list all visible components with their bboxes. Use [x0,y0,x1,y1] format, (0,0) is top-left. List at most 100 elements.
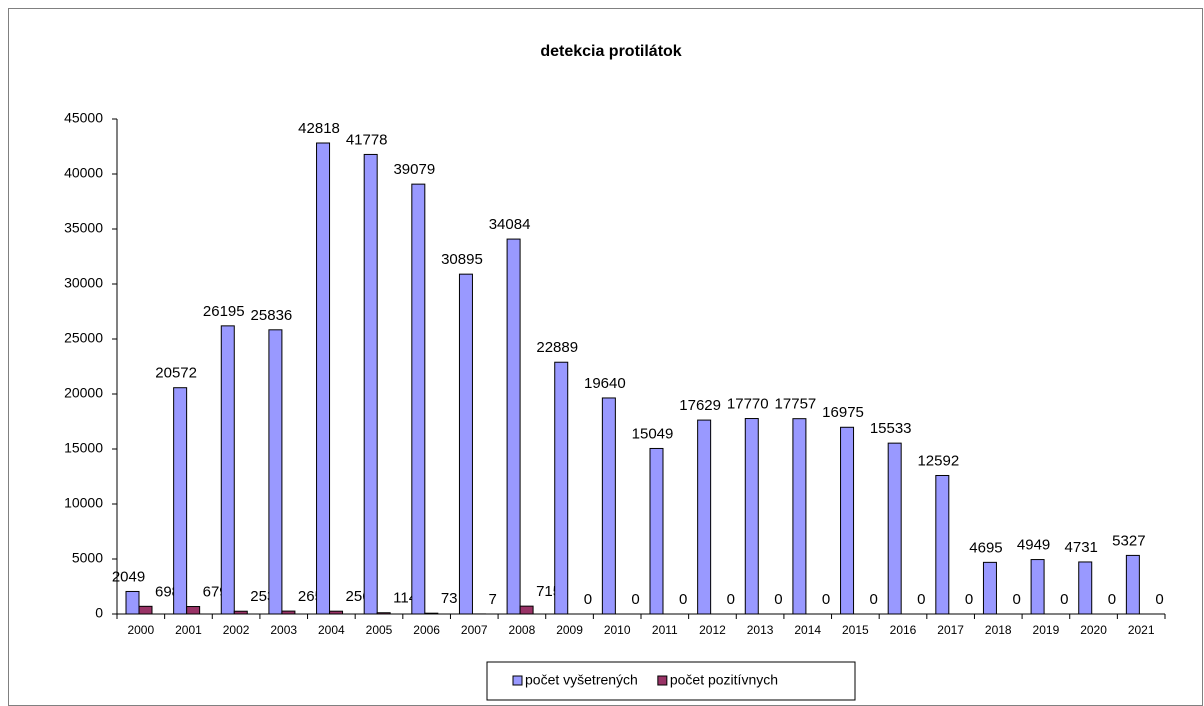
x-tick-label: 2009 [556,623,583,637]
data-label: 30895 [441,251,483,268]
data-label: 2049 [112,568,145,585]
legend-swatch [657,675,668,686]
x-tick-label: 2019 [1033,623,1060,637]
x-tick-label: 2016 [890,623,917,637]
x-tick-label: 2011 [652,623,678,637]
bar [982,561,997,615]
bar [744,418,759,615]
data-label: 4731 [1065,539,1098,556]
data-label: 15533 [870,420,912,437]
x-tick-label: 2006 [413,623,440,637]
bar [173,387,188,615]
data-label: 0 [822,591,830,608]
bar [887,442,902,615]
data-label: 0 [1108,591,1116,608]
x-tick-label: 2015 [842,623,869,637]
y-tick-label: 40000 [64,165,103,181]
data-label: 39079 [393,161,435,178]
bar [1030,559,1045,615]
data-label: 17757 [775,396,817,413]
data-label: 26195 [203,303,245,320]
data-label: 4695 [969,539,1002,556]
data-label: 73 [441,590,458,607]
data-label: 0 [584,591,592,608]
bar [792,418,807,615]
data-label: 25836 [251,307,293,324]
x-tick-label: 2000 [127,623,154,637]
data-label: 17770 [727,395,769,412]
x-tick-label: 2021 [1128,623,1155,637]
data-label: 0 [1155,591,1163,608]
x-tick-label: 2020 [1080,623,1107,637]
x-tick-label: 2003 [270,623,297,637]
data-label: 22889 [536,339,578,356]
data-label: 0 [727,591,735,608]
y-tick-label: 45000 [64,110,103,126]
y-tick-label: 0 [95,605,103,621]
x-tick-label: 2001 [175,623,202,637]
data-label: 114 [393,590,417,607]
bar [1078,561,1093,615]
bar [601,397,616,615]
bar [329,610,344,615]
bar [935,474,950,615]
data-label: 19640 [584,375,626,392]
y-tick-label: 10000 [64,495,103,511]
data-label: 0 [965,591,973,608]
x-tick-label: 2002 [223,623,250,637]
data-label: 41778 [346,131,388,148]
bar [268,329,283,615]
data-label: 16975 [822,404,864,421]
data-label: 0 [1060,591,1068,608]
data-label: 12592 [917,452,959,469]
y-tick-label: 5000 [72,550,103,566]
bar [138,605,153,615]
data-label: 15049 [632,425,674,442]
bar [281,610,296,615]
x-tick-label: 2017 [937,623,964,637]
x-tick-label: 2008 [509,623,536,637]
data-label: 17629 [679,397,721,414]
bar [649,447,664,615]
legend-label: počet pozitívnych [670,672,778,688]
bar [186,606,201,615]
x-tick-label: 2007 [461,623,488,637]
x-tick-label: 2010 [604,623,631,637]
x-tick-label: 2005 [366,623,393,637]
legend-box [486,661,856,701]
data-label: 0 [870,591,878,608]
data-label: 0 [774,591,782,608]
bar [316,142,331,615]
data-label: 34084 [489,216,531,233]
data-label: 42818 [298,120,340,137]
y-tick-label: 25000 [64,330,103,346]
data-label: 5327 [1112,532,1145,549]
bar [220,325,235,615]
legend-swatch [512,675,523,686]
bar [363,153,378,615]
data-label: 7 [488,591,496,608]
y-tick-label: 35000 [64,220,103,236]
x-tick-label: 2014 [794,623,821,637]
data-label: 0 [679,591,687,608]
bar [458,273,473,615]
bar [233,610,248,615]
bar [376,612,391,615]
data-label: 0 [1012,591,1020,608]
y-tick-label: 20000 [64,385,103,401]
bar [697,419,712,615]
y-tick-label: 30000 [64,275,103,291]
bar [519,605,534,615]
bar [125,590,140,615]
bar [411,183,426,615]
data-label: 20572 [155,365,197,382]
data-label: 0 [631,591,639,608]
x-tick-label: 2012 [699,623,726,637]
bar [506,238,521,615]
y-tick-label: 15000 [64,440,103,456]
x-tick-label: 2013 [747,623,774,637]
bar [554,361,569,615]
x-tick-label: 2018 [985,623,1012,637]
data-label: 4949 [1017,537,1050,554]
